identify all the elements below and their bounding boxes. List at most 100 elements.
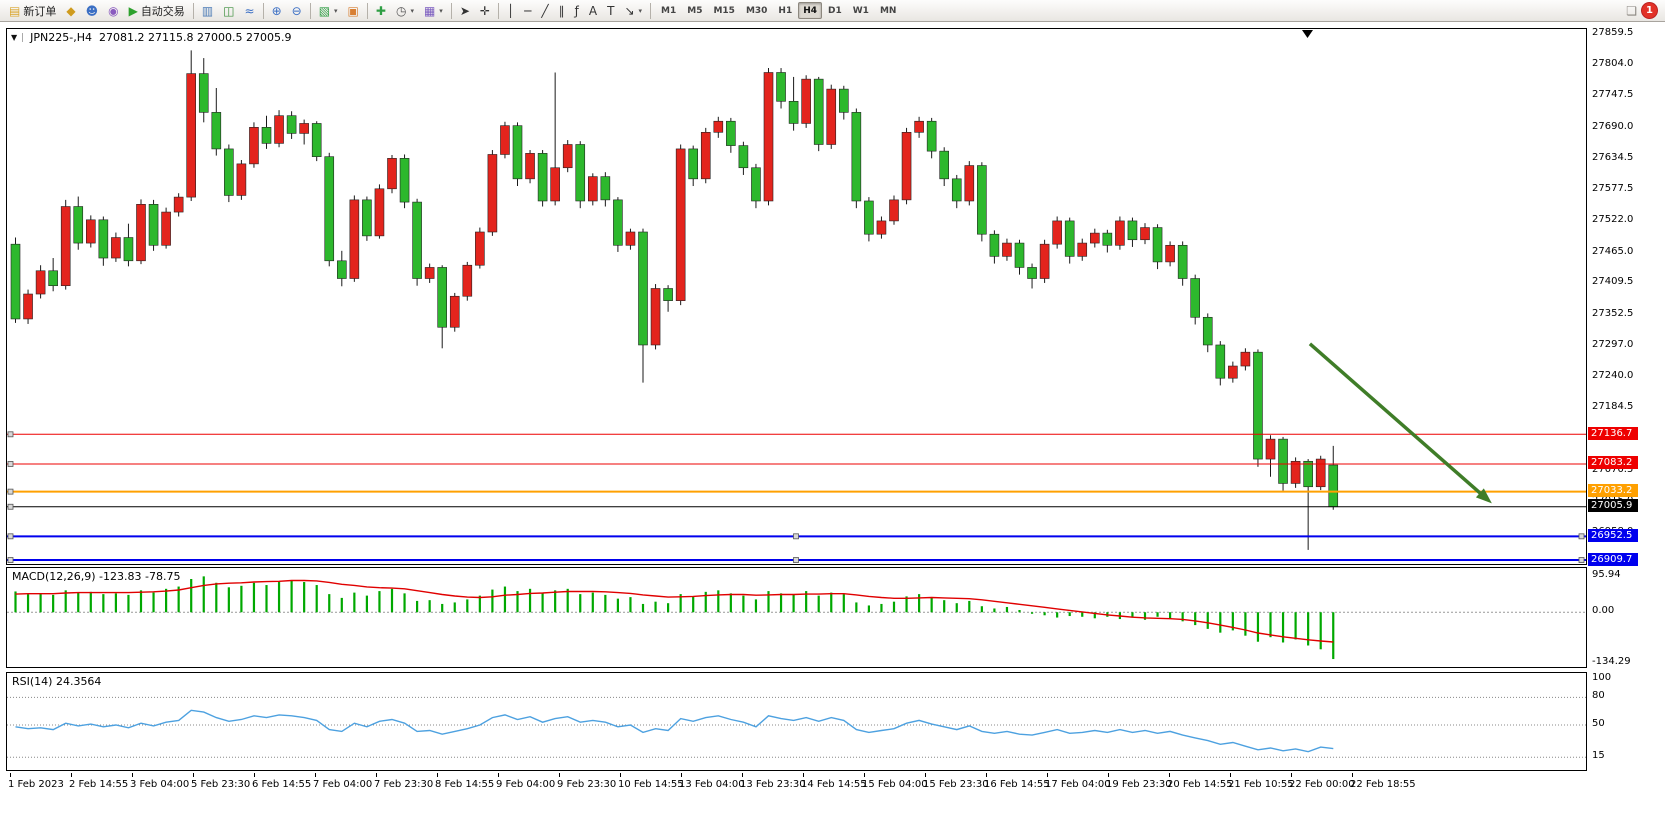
vertical-line-icon: │ <box>506 3 515 18</box>
timeframe-mn-button[interactable]: MN <box>879 6 897 16</box>
price-axis-label: 27465.0 <box>1592 245 1634 257</box>
text-icon: A <box>588 3 598 18</box>
price-axis-label: 27804.0 <box>1592 57 1634 69</box>
time-axis-label: 21 Feb 10:55 <box>1228 779 1294 790</box>
toolbar-separator <box>650 2 652 19</box>
macd-axis-label: 95.94 <box>1592 569 1621 580</box>
caret-down-icon: ▾ <box>334 6 338 15</box>
strategy-tester-icon: ◉ <box>108 3 119 18</box>
timeframe-m30-button[interactable]: M30 <box>745 6 768 16</box>
price-axis-label: 27690.0 <box>1592 120 1634 132</box>
price-chart-pane[interactable]: ▼ JPN225-,H4 27081.2 27115.8 27000.5 270… <box>6 28 1587 565</box>
rsi-indicator-label: RSI(14) 24.3564 <box>12 675 102 688</box>
price-tag[interactable]: 27083.2 <box>1588 456 1638 470</box>
zoom-out-icon: ⊖ <box>291 3 302 18</box>
toolbar-separator <box>497 2 499 19</box>
time-axis[interactable]: 1 Feb 2023 2 Feb 14:55 3 Feb 04:00 5 Feb 23… <box>6 773 1587 795</box>
time-tick <box>1108 773 1109 777</box>
timeframe-h4-button[interactable]: H4 <box>798 2 823 19</box>
timeframe-m15-button[interactable]: M15 <box>713 6 735 16</box>
time-tick <box>1291 773 1292 777</box>
crosshair-button[interactable]: ✛ <box>475 1 495 20</box>
period-button[interactable]: ◷ ▾ <box>391 1 419 20</box>
time-tick <box>1169 773 1170 777</box>
bar-chart-button[interactable]: ▥ <box>197 1 218 20</box>
rsi-axis-label: 15 <box>1592 750 1605 762</box>
price-tag[interactable]: 26952.5 <box>1588 528 1638 542</box>
timeframe-m5-button[interactable]: M5 <box>687 6 703 16</box>
timeframe-d1-button[interactable]: D1 <box>828 6 842 16</box>
timeframe-h1-button[interactable]: H1 <box>778 6 793 16</box>
horizontal-line-button[interactable]: ─ <box>519 1 536 20</box>
collapse-arrow-icon[interactable]: ▼ <box>11 33 24 42</box>
period-icon: ◷ <box>395 3 407 18</box>
line-chart-button[interactable]: ≈ <box>240 1 260 20</box>
price-tag[interactable]: 27033.2 <box>1588 484 1638 498</box>
time-tick <box>681 773 682 777</box>
macd-indicator-label: MACD(12,26,9) -123.83 -78.75 <box>12 570 181 583</box>
price-tag[interactable]: 27136.7 <box>1588 426 1638 440</box>
time-axis-label: 1 Feb 2023 <box>8 779 64 790</box>
toolbar-separator <box>192 2 194 19</box>
time-axis-label: 15 Feb 23:30 <box>923 779 989 790</box>
shapes-button[interactable]: ↘ ▾ <box>619 1 647 20</box>
new-chart-button[interactable]: ▧ ▾ <box>314 1 343 20</box>
price-tag[interactable]: 27005.9 <box>1588 499 1638 513</box>
channel-button[interactable]: ∥ <box>554 1 570 20</box>
time-axis-label: 13 Feb 23:30 <box>740 779 806 790</box>
macd-pane[interactable]: MACD(12,26,9) -123.83 -78.75 <box>6 567 1587 668</box>
time-axis-label: 15 Feb 04:00 <box>862 779 928 790</box>
time-axis-label: 19 Feb 23:30 <box>1106 779 1172 790</box>
zoom-in-icon: ⊕ <box>271 3 282 18</box>
indicators-button[interactable]: ✚ <box>371 1 391 20</box>
time-tick <box>254 773 255 777</box>
channel-icon: ∥ <box>558 3 565 18</box>
fibonacci-button[interactable]: ƒ <box>570 1 584 20</box>
text-button[interactable]: A <box>584 1 602 20</box>
time-tick <box>803 773 804 777</box>
notification-badge[interactable]: 1 <box>1642 3 1657 18</box>
time-tick <box>559 773 560 777</box>
macd-axis-label: -134.29 <box>1592 656 1631 667</box>
new-order-button[interactable]: ▤ 新订单 <box>4 1 61 20</box>
cursor-button[interactable]: ➤ <box>455 1 475 20</box>
time-tick <box>437 773 438 777</box>
price-chart-canvas[interactable] <box>7 29 1586 564</box>
data-window-button[interactable]: ☻ <box>81 1 104 20</box>
time-tick <box>1230 773 1231 777</box>
timeframe-m1-button[interactable]: M1 <box>661 6 677 16</box>
time-axis-label: 9 Feb 04:00 <box>496 779 556 790</box>
trend-arrow <box>1475 488 1492 504</box>
time-axis-label: 14 Feb 14:55 <box>801 779 867 790</box>
new-order-icon: ▤ <box>9 3 21 18</box>
horizontal-line-icon: ─ <box>524 3 532 18</box>
zoom-in-button[interactable]: ⊕ <box>267 1 287 20</box>
vertical-line-button[interactable]: │ <box>502 1 519 20</box>
label-button[interactable]: T <box>602 1 619 20</box>
template-button[interactable]: ▦ ▾ <box>419 1 448 20</box>
time-tick <box>193 773 194 777</box>
strategy-tester-button[interactable]: ◉ <box>103 1 123 20</box>
tile-windows-button[interactable]: ▣ <box>343 1 364 20</box>
macd-canvas[interactable] <box>7 568 1586 667</box>
candlestick-chart-button[interactable]: ◫ <box>218 1 239 20</box>
time-tick <box>376 773 377 777</box>
rsi-canvas[interactable] <box>7 673 1586 770</box>
trendline-button[interactable]: ╱ <box>536 1 553 20</box>
auto-trading-label: 自动交易 <box>140 4 185 18</box>
time-axis-label: 3 Feb 04:00 <box>130 779 190 790</box>
rsi-axis-label: 100 <box>1592 672 1612 683</box>
auto-trading-icon: ▶ <box>128 3 138 18</box>
price-tag[interactable]: 26909.7 <box>1588 552 1638 566</box>
zoom-out-button[interactable]: ⊖ <box>287 1 307 20</box>
price-axis-label: 27409.5 <box>1592 276 1634 288</box>
auto-trading-button[interactable]: ▶ 自动交易 <box>124 1 190 20</box>
price-scale[interactable]: 27859.5 27804.0 27747.5 27690.0 27634.5 27577… <box>1588 27 1665 773</box>
time-axis-label: 8 Feb 14:55 <box>435 779 495 790</box>
trendline-icon: ╱ <box>541 3 549 18</box>
market-watch-button[interactable]: ◆ <box>61 1 80 20</box>
timeframe-w1-button[interactable]: W1 <box>852 6 869 16</box>
rsi-pane[interactable]: RSI(14) 24.3564 <box>6 672 1587 771</box>
chart-region: ▼ JPN225-,H4 27081.2 27115.8 27000.5 270… <box>0 22 1665 839</box>
time-axis-label: 20 Feb 14:55 <box>1167 779 1233 790</box>
